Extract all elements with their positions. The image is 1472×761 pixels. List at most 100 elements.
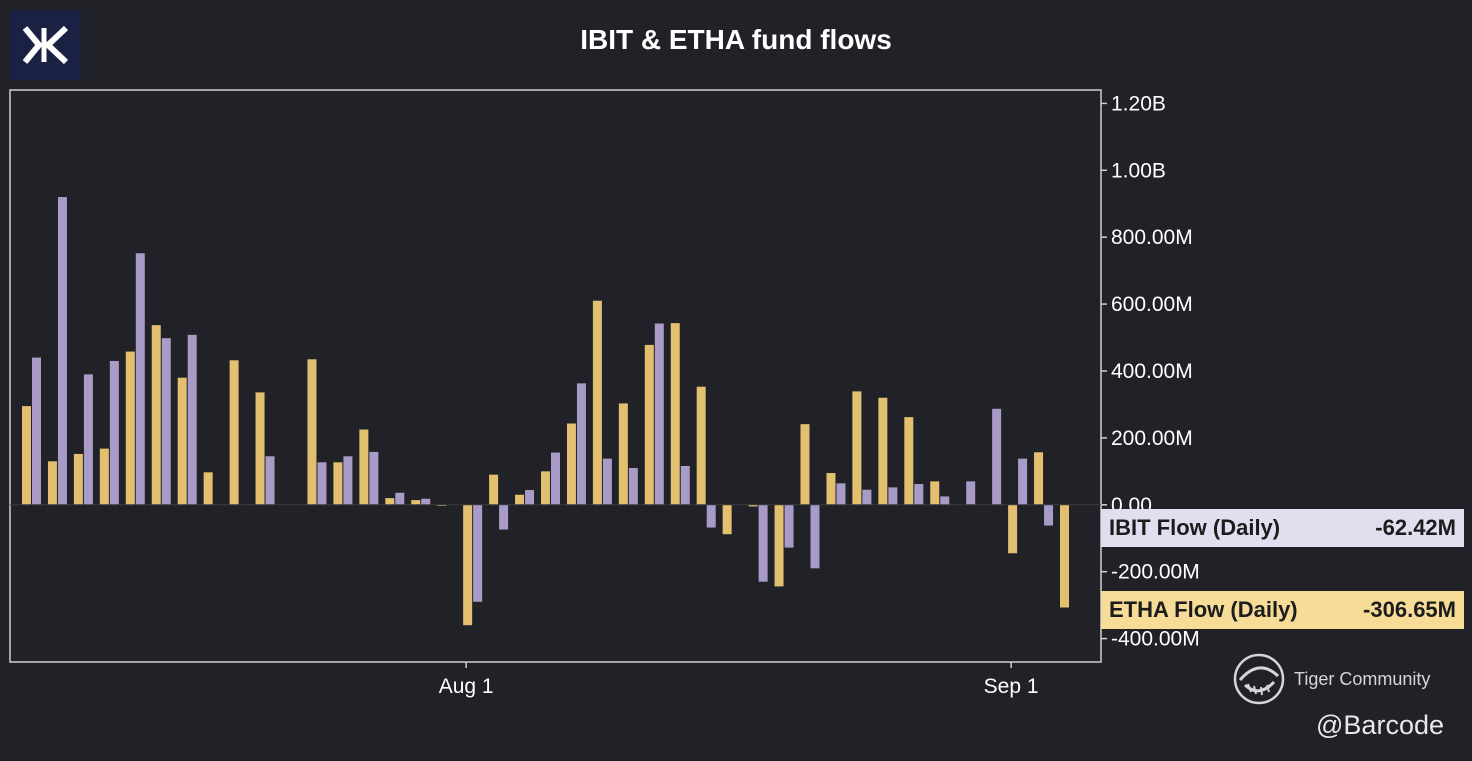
etha-bar: [151, 325, 161, 505]
etha-bar: [463, 504, 473, 626]
x-axis: Aug 1 Sep 1: [439, 662, 1039, 698]
ibit-bar: [680, 465, 690, 505]
etha-bar: [852, 391, 862, 505]
etha-bar: [696, 386, 706, 505]
y-tick-label: 1.20B: [1111, 92, 1166, 115]
etha-bar: [1060, 504, 1069, 608]
ibit-bar: [888, 487, 898, 505]
legend-ibit-label: IBIT Flow (Daily): [1109, 515, 1281, 540]
etha-bar: [203, 472, 213, 505]
etha-bar: [99, 448, 109, 505]
ibit-bar: [914, 484, 924, 505]
etha-bar: [125, 351, 135, 505]
etha-bar: [930, 481, 940, 505]
plot-frame: [9, 89, 1102, 663]
etha-bar: [774, 504, 784, 587]
legend-ibit-value: -62.42M: [1375, 515, 1456, 540]
ibit-bar: [395, 492, 405, 505]
y-tick-label: -200.00M: [1111, 561, 1200, 584]
ibit-bar: [317, 462, 327, 505]
ibit-bar: [862, 489, 872, 505]
ibit-bar: [1018, 458, 1028, 505]
ibit-bar: [628, 467, 638, 505]
etha-bar: [177, 377, 187, 505]
y-axis: -400.00M-200.00M0.00200.00M400.00M600.00…: [1101, 92, 1200, 651]
y-tick-label: 800.00M: [1111, 226, 1193, 249]
etha-bar: [47, 461, 57, 505]
ibit-bar: [706, 504, 716, 528]
ibit-bar: [473, 504, 483, 602]
ibit-bar: [499, 504, 509, 530]
logo: [10, 10, 81, 80]
ibit-bar: [1044, 504, 1054, 526]
etha-bar: [541, 471, 550, 505]
etha-bar: [411, 500, 421, 505]
ibit-bar: [836, 483, 846, 505]
y-tick-label: 400.00M: [1111, 360, 1193, 383]
y-tick-label: -400.00M: [1111, 628, 1200, 651]
etha-bar: [904, 417, 914, 505]
x-tick-label: Sep 1: [984, 675, 1039, 698]
chart-title: IBIT & ETHA fund flows: [580, 24, 892, 55]
ibit-bar: [602, 458, 612, 505]
etha-bar: [878, 397, 888, 505]
ibit-bar: [187, 334, 197, 505]
etha-bar: [515, 494, 525, 505]
ibit-bar: [940, 496, 950, 505]
etha-bar: [255, 392, 265, 505]
ibit-bar: [369, 451, 379, 505]
etha-bar: [1034, 452, 1044, 505]
y-tick-label: 1.00B: [1111, 159, 1166, 182]
etha-bar: [748, 504, 758, 507]
ibit-bar: [265, 456, 275, 505]
ibit-bar: [576, 383, 586, 505]
etha-bar: [670, 323, 680, 505]
legend-ibit: IBIT Flow (Daily) -62.42M: [1101, 509, 1464, 547]
etha-bar: [644, 344, 654, 505]
etha-bar: [566, 423, 576, 505]
etha-bar: [22, 406, 31, 505]
legend-etha-value: -306.65M: [1363, 597, 1456, 622]
etha-bar: [437, 504, 447, 506]
etha-bar: [826, 473, 836, 505]
etha-bar: [722, 504, 732, 535]
etha-bar: [229, 360, 239, 505]
ibit-bar: [992, 408, 1002, 505]
ibit-bar: [109, 360, 119, 505]
ibit-bar: [784, 504, 794, 548]
x-monogram-logo-icon: [22, 25, 69, 65]
ibit-bar: [32, 357, 41, 505]
ibit-bar: [966, 481, 976, 505]
etha-bar: [333, 462, 343, 505]
ibit-bar: [654, 323, 664, 505]
ibit-bar: [161, 338, 171, 505]
watermark-text: Tiger Community: [1294, 668, 1431, 689]
etha-bar: [307, 359, 317, 505]
etha-bar: [385, 498, 395, 505]
ibit-bar: [135, 253, 145, 505]
ibit-bar: [421, 498, 431, 505]
ibit-bar: [57, 197, 67, 505]
legend-etha: ETHA Flow (Daily) -306.65M: [1101, 591, 1464, 629]
author-handle: @Barcode: [1316, 710, 1444, 740]
etha-bar: [592, 300, 602, 505]
y-tick-label: 200.00M: [1111, 427, 1193, 450]
legend-etha-label: ETHA Flow (Daily): [1109, 597, 1298, 622]
etha-bar: [618, 403, 628, 505]
ibit-bar: [758, 504, 768, 582]
ibit-bar: [83, 374, 93, 505]
ibit-bar: [343, 456, 353, 505]
ibit-bar: [810, 504, 820, 569]
etha-bar: [800, 424, 810, 505]
ibit-bar: [551, 452, 560, 505]
etha-bar: [489, 474, 499, 505]
etha-bar: [359, 429, 369, 505]
ibit-bar: [525, 490, 535, 505]
y-tick-label: 600.00M: [1111, 293, 1193, 316]
watermark: Tiger Community: [1232, 652, 1457, 706]
bars-group: [10, 197, 1101, 626]
etha-bar: [73, 453, 83, 505]
x-tick-label: Aug 1: [439, 675, 494, 698]
tiger-community-logo-icon: [1233, 653, 1285, 705]
